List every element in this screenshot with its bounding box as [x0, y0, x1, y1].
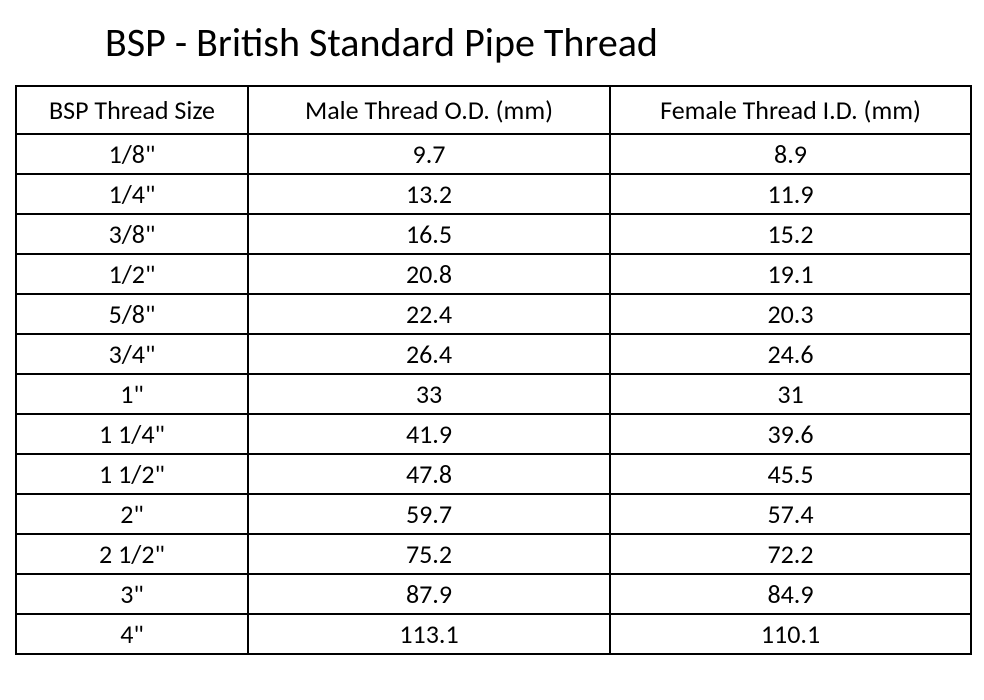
cell-female-id: 31	[610, 374, 971, 414]
table-row: 1/4" 13.2 11.9	[16, 174, 971, 214]
cell-male-od: 20.8	[248, 254, 610, 294]
table-row: 1/2" 20.8 19.1	[16, 254, 971, 294]
cell-male-od: 9.7	[248, 134, 610, 174]
cell-female-id: 110.1	[610, 614, 971, 654]
cell-size: 3/4"	[16, 334, 248, 374]
cell-size: 3"	[16, 574, 248, 614]
cell-male-od: 13.2	[248, 174, 610, 214]
cell-female-id: 84.9	[610, 574, 971, 614]
page-title: BSP - British Standard Pipe Thread	[15, 10, 969, 85]
cell-size: 1 1/4"	[16, 414, 248, 454]
cell-male-od: 59.7	[248, 494, 610, 534]
table-row: 3/8" 16.5 15.2	[16, 214, 971, 254]
table-row: 4" 113.1 110.1	[16, 614, 971, 654]
cell-male-od: 26.4	[248, 334, 610, 374]
table-row: 3/4" 26.4 24.6	[16, 334, 971, 374]
table-row: 1" 33 31	[16, 374, 971, 414]
table-row: 1 1/2" 47.8 45.5	[16, 454, 971, 494]
cell-male-od: 41.9	[248, 414, 610, 454]
bsp-thread-table: BSP Thread Size Male Thread O.D. (mm) Fe…	[15, 85, 972, 655]
col-header-size: BSP Thread Size	[16, 86, 248, 134]
cell-female-id: 45.5	[610, 454, 971, 494]
col-header-male-od: Male Thread O.D. (mm)	[248, 86, 610, 134]
cell-size: 5/8"	[16, 294, 248, 334]
cell-female-id: 8.9	[610, 134, 971, 174]
col-header-female-id: Female Thread I.D. (mm)	[610, 86, 971, 134]
cell-size: 2"	[16, 494, 248, 534]
table-row: 2" 59.7 57.4	[16, 494, 971, 534]
cell-size: 3/8"	[16, 214, 248, 254]
table-row: 5/8" 22.4 20.3	[16, 294, 971, 334]
cell-size: 4"	[16, 614, 248, 654]
cell-male-od: 22.4	[248, 294, 610, 334]
table-row: 3" 87.9 84.9	[16, 574, 971, 614]
cell-size: 2 1/2"	[16, 534, 248, 574]
cell-size: 1/8"	[16, 134, 248, 174]
cell-size: 1 1/2"	[16, 454, 248, 494]
cell-female-id: 39.6	[610, 414, 971, 454]
cell-female-id: 15.2	[610, 214, 971, 254]
cell-male-od: 87.9	[248, 574, 610, 614]
cell-male-od: 113.1	[248, 614, 610, 654]
table-header-row: BSP Thread Size Male Thread O.D. (mm) Fe…	[16, 86, 971, 134]
table-row: 2 1/2" 75.2 72.2	[16, 534, 971, 574]
cell-size: 1/4"	[16, 174, 248, 214]
cell-female-id: 20.3	[610, 294, 971, 334]
cell-size: 1"	[16, 374, 248, 414]
cell-female-id: 11.9	[610, 174, 971, 214]
cell-male-od: 33	[248, 374, 610, 414]
cell-female-id: 72.2	[610, 534, 971, 574]
cell-male-od: 47.8	[248, 454, 610, 494]
cell-male-od: 16.5	[248, 214, 610, 254]
table-body: 1/8" 9.7 8.9 1/4" 13.2 11.9 3/8" 16.5 15…	[16, 134, 971, 654]
table-row: 1/8" 9.7 8.9	[16, 134, 971, 174]
cell-female-id: 57.4	[610, 494, 971, 534]
cell-size: 1/2"	[16, 254, 248, 294]
table-row: 1 1/4" 41.9 39.6	[16, 414, 971, 454]
cell-female-id: 24.6	[610, 334, 971, 374]
cell-female-id: 19.1	[610, 254, 971, 294]
cell-male-od: 75.2	[248, 534, 610, 574]
